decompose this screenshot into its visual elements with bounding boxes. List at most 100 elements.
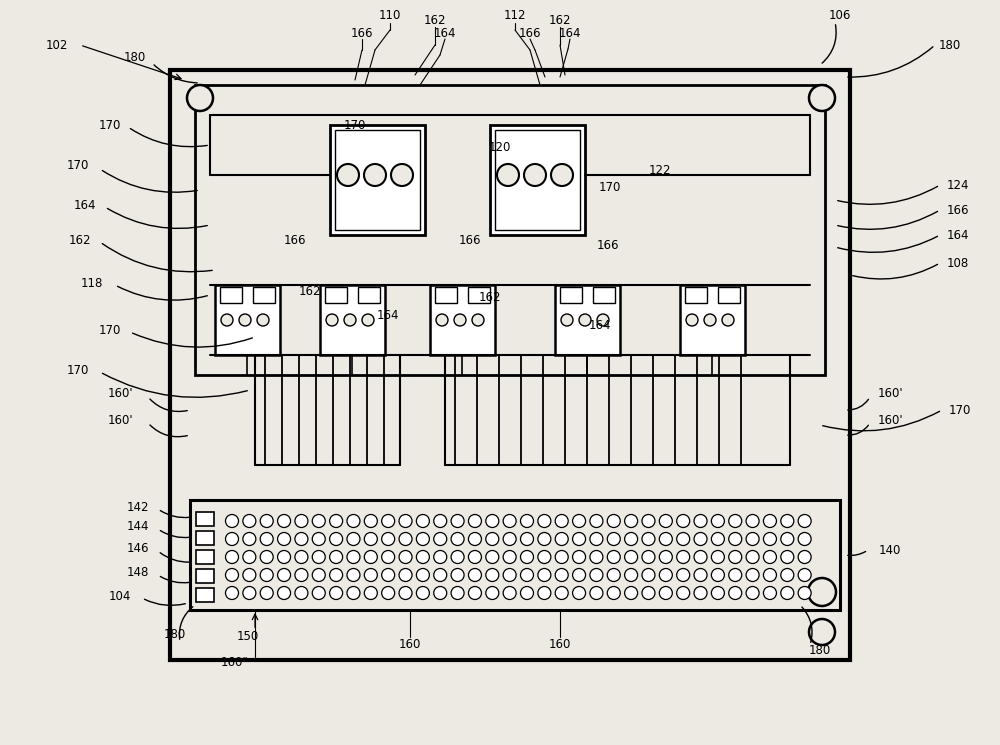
Circle shape [330, 568, 343, 582]
Bar [253, 287, 275, 303]
Circle shape [362, 314, 374, 326]
Text: 170: 170 [599, 180, 621, 194]
Text: 104: 104 [109, 591, 131, 603]
Text: 170: 170 [949, 404, 971, 416]
Circle shape [391, 164, 413, 186]
Bar [435, 287, 457, 303]
Circle shape [295, 586, 308, 600]
Circle shape [295, 533, 308, 545]
Circle shape [257, 314, 269, 326]
Circle shape [364, 533, 377, 545]
Circle shape [538, 586, 551, 600]
Circle shape [746, 586, 759, 600]
Circle shape [260, 551, 273, 563]
Circle shape [573, 586, 586, 600]
Circle shape [798, 515, 811, 527]
Bar [685, 287, 707, 303]
Circle shape [486, 515, 499, 527]
Circle shape [677, 515, 690, 527]
Circle shape [694, 533, 707, 545]
Circle shape [278, 568, 291, 582]
Circle shape [226, 568, 239, 582]
Text: 170: 170 [67, 159, 89, 171]
Text: 164: 164 [559, 27, 581, 39]
Circle shape [520, 568, 534, 582]
Circle shape [330, 515, 343, 527]
Text: 180: 180 [809, 644, 831, 656]
Circle shape [434, 586, 447, 600]
Circle shape [260, 568, 273, 582]
Circle shape [809, 619, 835, 645]
Circle shape [561, 314, 573, 326]
Circle shape [538, 551, 551, 563]
Circle shape [382, 515, 395, 527]
Circle shape [486, 586, 499, 600]
Circle shape [226, 515, 239, 527]
Circle shape [659, 551, 672, 563]
Text: 160': 160' [107, 387, 133, 399]
Circle shape [590, 568, 603, 582]
Text: 170: 170 [67, 364, 89, 376]
Circle shape [243, 551, 256, 563]
Circle shape [642, 515, 655, 527]
Bar [555, 285, 620, 355]
Bar [170, 70, 850, 660]
Circle shape [503, 568, 516, 582]
Bar [325, 287, 347, 303]
Circle shape [278, 551, 291, 563]
Circle shape [260, 515, 273, 527]
Text: 112: 112 [504, 8, 526, 22]
Text: 160: 160 [399, 638, 421, 651]
Circle shape [659, 515, 672, 527]
Text: 164: 164 [377, 308, 399, 322]
Circle shape [722, 314, 734, 326]
Circle shape [503, 586, 516, 600]
Circle shape [434, 551, 447, 563]
Circle shape [625, 568, 638, 582]
Text: 170: 170 [99, 323, 121, 337]
Circle shape [625, 586, 638, 600]
Circle shape [312, 515, 325, 527]
Circle shape [312, 533, 325, 545]
Circle shape [590, 533, 603, 545]
Bar [560, 287, 582, 303]
Circle shape [243, 533, 256, 545]
Circle shape [694, 568, 707, 582]
Circle shape [607, 586, 620, 600]
Circle shape [382, 533, 395, 545]
Circle shape [677, 568, 690, 582]
Bar [220, 287, 242, 303]
Text: 164: 164 [74, 198, 96, 212]
Circle shape [763, 533, 776, 545]
Circle shape [503, 533, 516, 545]
Text: 160": 160" [221, 656, 249, 670]
Bar [320, 285, 385, 355]
Circle shape [416, 533, 429, 545]
Circle shape [573, 568, 586, 582]
Circle shape [590, 515, 603, 527]
Circle shape [337, 164, 359, 186]
Circle shape [330, 533, 343, 545]
Text: 160': 160' [877, 413, 903, 426]
Circle shape [781, 586, 794, 600]
Circle shape [451, 515, 464, 527]
Bar [430, 285, 495, 355]
Bar [196, 531, 214, 545]
Circle shape [607, 568, 620, 582]
Circle shape [746, 515, 759, 527]
Circle shape [451, 533, 464, 545]
Circle shape [399, 586, 412, 600]
Circle shape [808, 578, 836, 606]
Text: 180: 180 [164, 629, 186, 641]
Text: 140: 140 [879, 544, 901, 557]
Circle shape [555, 551, 568, 563]
Circle shape [416, 568, 429, 582]
Circle shape [399, 551, 412, 563]
Circle shape [330, 586, 343, 600]
Circle shape [243, 515, 256, 527]
Circle shape [555, 568, 568, 582]
Text: 170: 170 [344, 118, 366, 132]
Text: 108: 108 [947, 256, 969, 270]
Circle shape [729, 568, 742, 582]
Circle shape [226, 533, 239, 545]
